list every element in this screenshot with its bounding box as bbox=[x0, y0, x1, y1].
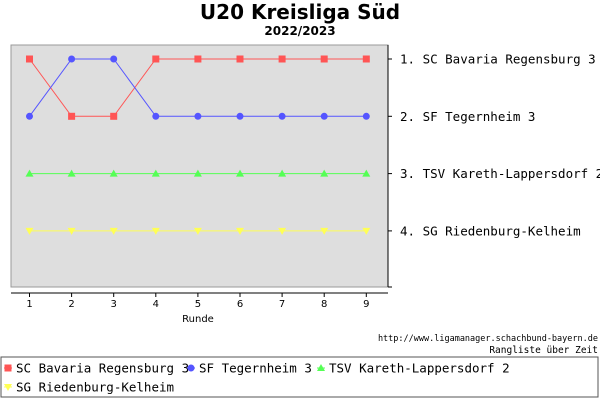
x-axis-label: Runde bbox=[182, 314, 214, 325]
data-point bbox=[278, 55, 286, 63]
rank-label: 4. SG Riedenburg-Kelheim bbox=[400, 223, 581, 238]
data-point bbox=[68, 112, 76, 120]
series-group bbox=[26, 55, 370, 120]
x-tick-label: 3 bbox=[111, 299, 117, 310]
data-point bbox=[152, 112, 160, 120]
data-point bbox=[193, 169, 202, 177]
data-point bbox=[278, 169, 287, 177]
data-point bbox=[194, 112, 202, 120]
y-axis bbox=[387, 45, 392, 288]
data-point bbox=[320, 112, 328, 120]
legend-box bbox=[0, 356, 599, 398]
data-point bbox=[236, 227, 244, 235]
x-tick-label: 5 bbox=[195, 299, 201, 310]
data-point bbox=[193, 227, 202, 235]
legend-label: TSV Kareth-Lappersdorf 2 bbox=[329, 361, 510, 376]
legend-marker bbox=[4, 364, 12, 372]
x-tick-label: 6 bbox=[237, 299, 243, 310]
legend-marker bbox=[4, 384, 12, 391]
series-group bbox=[25, 169, 371, 177]
plot-area bbox=[10, 44, 389, 288]
data-point bbox=[236, 112, 244, 120]
legend-marker bbox=[317, 364, 325, 371]
data-point bbox=[278, 227, 287, 235]
legend-marker bbox=[187, 364, 195, 372]
data-point bbox=[320, 55, 328, 63]
data-point bbox=[109, 227, 118, 235]
series-group bbox=[25, 227, 371, 235]
data-point bbox=[110, 55, 118, 63]
data-point bbox=[236, 55, 244, 63]
x-tick-label: 2 bbox=[68, 299, 74, 310]
x-tick-label: 9 bbox=[363, 299, 369, 310]
legend-label: SG Riedenburg-Kelheim bbox=[16, 380, 174, 395]
data-point bbox=[26, 112, 33, 120]
data-point bbox=[152, 55, 160, 63]
rank-label: 1. SC Bavaria Regensburg 3 bbox=[400, 52, 596, 67]
data-point bbox=[67, 169, 76, 177]
data-point bbox=[362, 112, 370, 120]
legend-label: SF Tegernheim 3 bbox=[199, 361, 312, 376]
source-note: Rangliste über Zeit bbox=[489, 345, 598, 356]
chart-subtitle: 2022/2023 bbox=[264, 24, 335, 38]
data-point bbox=[362, 55, 370, 63]
data-point bbox=[320, 169, 329, 177]
data-point bbox=[320, 227, 329, 235]
series-group bbox=[26, 55, 370, 120]
data-point bbox=[25, 169, 34, 177]
data-point bbox=[67, 227, 76, 235]
x-tick-label: 7 bbox=[279, 299, 285, 310]
data-point bbox=[362, 227, 371, 235]
data-point bbox=[151, 169, 160, 177]
data-point bbox=[26, 55, 33, 63]
data-point bbox=[68, 55, 76, 63]
chart-title: U20 Kreisliga Süd bbox=[200, 0, 400, 24]
x-tick-label: 1 bbox=[26, 299, 32, 310]
series-layer bbox=[25, 55, 371, 235]
source-url: http://www.ligamanager.schachbund-bayern… bbox=[378, 334, 598, 344]
x-tick-label: 8 bbox=[321, 299, 327, 310]
rank-label: 3. TSV Kareth-Lappersdorf 2 bbox=[400, 166, 600, 181]
rank-labels: 1. SC Bavaria Regensburg 3 2. SF Tegernhe… bbox=[400, 52, 600, 239]
x-axis: 1 2 3 4 5 6 7 8 9 bbox=[11, 292, 388, 310]
legend-label: SC Bavaria Regensburg 3 bbox=[16, 361, 189, 376]
legend: SC Bavaria Regensburg 3 SF Tegernheim 3 TS… bbox=[4, 361, 510, 395]
data-point bbox=[25, 227, 34, 235]
data-point bbox=[194, 55, 202, 63]
data-point bbox=[109, 169, 118, 177]
data-point bbox=[278, 112, 286, 120]
data-point bbox=[236, 169, 244, 177]
rank-label: 2. SF Tegernheim 3 bbox=[400, 109, 535, 124]
data-point bbox=[110, 112, 118, 120]
data-point bbox=[362, 169, 371, 177]
x-tick-label: 4 bbox=[153, 299, 159, 310]
data-point bbox=[151, 227, 160, 235]
